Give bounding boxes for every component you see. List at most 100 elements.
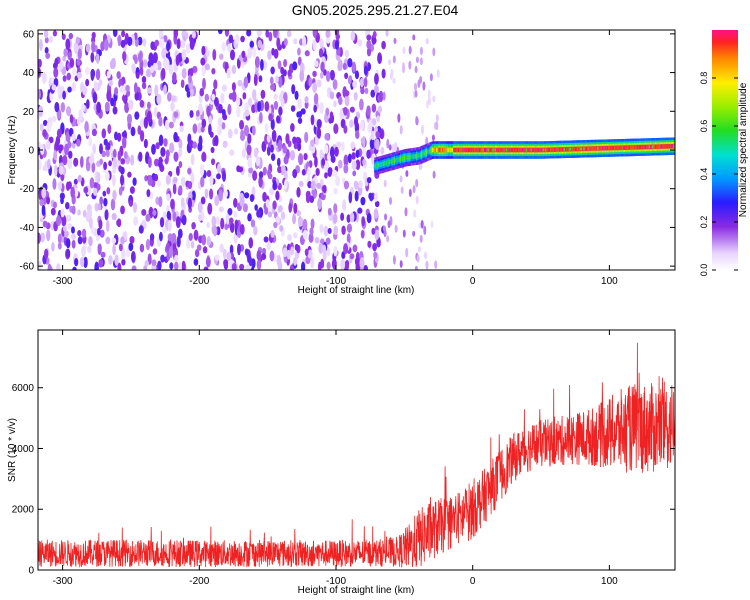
spectrogram-cell [145,213,151,222]
spectrogram-cell [389,196,393,205]
spectrogram-cell [374,138,380,151]
spectrogram-cell [359,77,364,88]
spectrogram-cell [128,199,134,207]
spectrogram-cell [414,65,418,74]
spectrogram-cell [39,123,44,132]
spectrogram-band-cell [455,147,458,153]
spectrogram-cell [360,87,365,95]
spectrogram-band-cell [536,147,540,153]
spectrogram-cell [59,61,64,70]
spectrogram-cell [303,152,308,161]
spectrogram-cell [375,131,380,139]
spectrogram-cell [217,125,223,135]
spectrogram-cell [173,151,179,162]
spectrogram-cell [414,82,418,92]
spectrogram-cell [42,220,48,228]
spectrogram-cell [226,43,232,53]
spectrogram-cell [392,55,396,64]
spectrogram-band-cell [421,152,424,157]
spectrogram-band-cell [569,147,572,151]
spectrogram-cell [332,213,338,224]
spectrogram-band-cell [568,147,571,151]
spectrogram-cell [268,113,273,122]
spectrogram-cell [237,79,243,87]
spectrogram-cell [157,260,162,270]
spectrogram-cell [171,232,177,244]
spectrogram-band-cell [488,147,492,153]
spectrogram-band-cell [513,147,516,153]
spectrogram-cell [416,254,420,263]
spectrogram-cell [216,173,221,180]
spectrogram-cell [169,262,174,270]
spectrogram-cell [108,160,112,167]
spectrogram-band-cell [567,146,570,152]
spectrogram-band-cell [653,144,656,150]
spectrogram-cell [279,225,284,232]
spectrogram-band-cell [668,144,671,149]
spectrogram-cell [292,168,298,179]
spectrogram-cell [189,67,194,77]
spectrogram-cell [309,227,314,236]
spectrogram-cell [369,193,374,202]
spectrogram-cell [297,56,302,66]
spectrogram-cell [207,202,213,215]
spectrogram-band-cell [409,154,413,160]
spectrogram-cell [343,124,348,134]
spectrogram-cell [278,76,283,88]
spectrogram-cell [44,46,49,54]
spectrogram-cell [384,213,388,221]
spectrogram-cell [214,254,220,261]
spectrogram-band-cell [484,147,488,153]
spectrogram-cell [190,240,195,249]
spectrogram-cell [203,266,209,270]
spectrogram-band-cell [497,147,500,153]
spectrogram-cell [133,216,139,226]
spectrogram-cell [120,39,126,48]
spectrogram-cell [239,119,245,130]
spectrogram-cell [172,71,177,84]
spectrogram-cell [73,178,78,185]
spectrogram-cell [178,160,183,168]
spectrogram-cell [280,211,286,220]
spectrogram-band-cell [443,147,446,153]
spectrogram-cell [89,177,95,189]
spectrogram-cell [150,65,155,74]
spectrogram-x-ticks: -300 -200 -100 0 100 [53,30,618,287]
spectrogram-cell [291,84,296,95]
spectrogram-cell [221,109,226,116]
spectrogram-cell [157,180,162,188]
spectrogram-band-cell [405,155,408,160]
spectrogram-cell [247,213,252,222]
spectrogram-cell [62,90,66,100]
spectrogram-band-cell [594,146,597,151]
spectrogram-cell [276,254,282,267]
spectrogram-cell [154,84,159,97]
spectrogram-cell [156,93,162,105]
spectrogram-cell [131,63,136,74]
snr-y-tick-label: 2000 [12,505,35,516]
spectrogram-cell [106,89,112,102]
spectrogram-cell [201,45,206,56]
spectrogram-cell [87,245,92,253]
spectrogram-cell [277,60,282,70]
spectrogram-cell [227,208,233,216]
spectrogram-cell [38,141,41,149]
spectrogram-cell [370,130,375,141]
spectrogram-band-cell [576,146,579,152]
spectrogram-cell [231,64,237,75]
spectrogram-cell [141,76,147,84]
snr-frame [37,329,676,571]
spectrogram-cell [125,84,130,92]
spectrogram-band-cell [505,148,508,152]
spectrogram-band-cell [636,144,639,150]
spectrogram-cell [38,159,42,171]
spectrogram-cell [263,236,269,243]
spectrogram-band-cell [457,147,461,153]
spectrogram-cell [85,99,90,110]
spectrogram-cell [197,122,202,134]
spectrogram-cell [432,170,436,179]
spectrogram-cell [221,170,227,182]
spectrogram-cell [82,85,88,96]
spectrogram-cell [119,174,125,186]
spectrogram-cell [394,141,398,152]
